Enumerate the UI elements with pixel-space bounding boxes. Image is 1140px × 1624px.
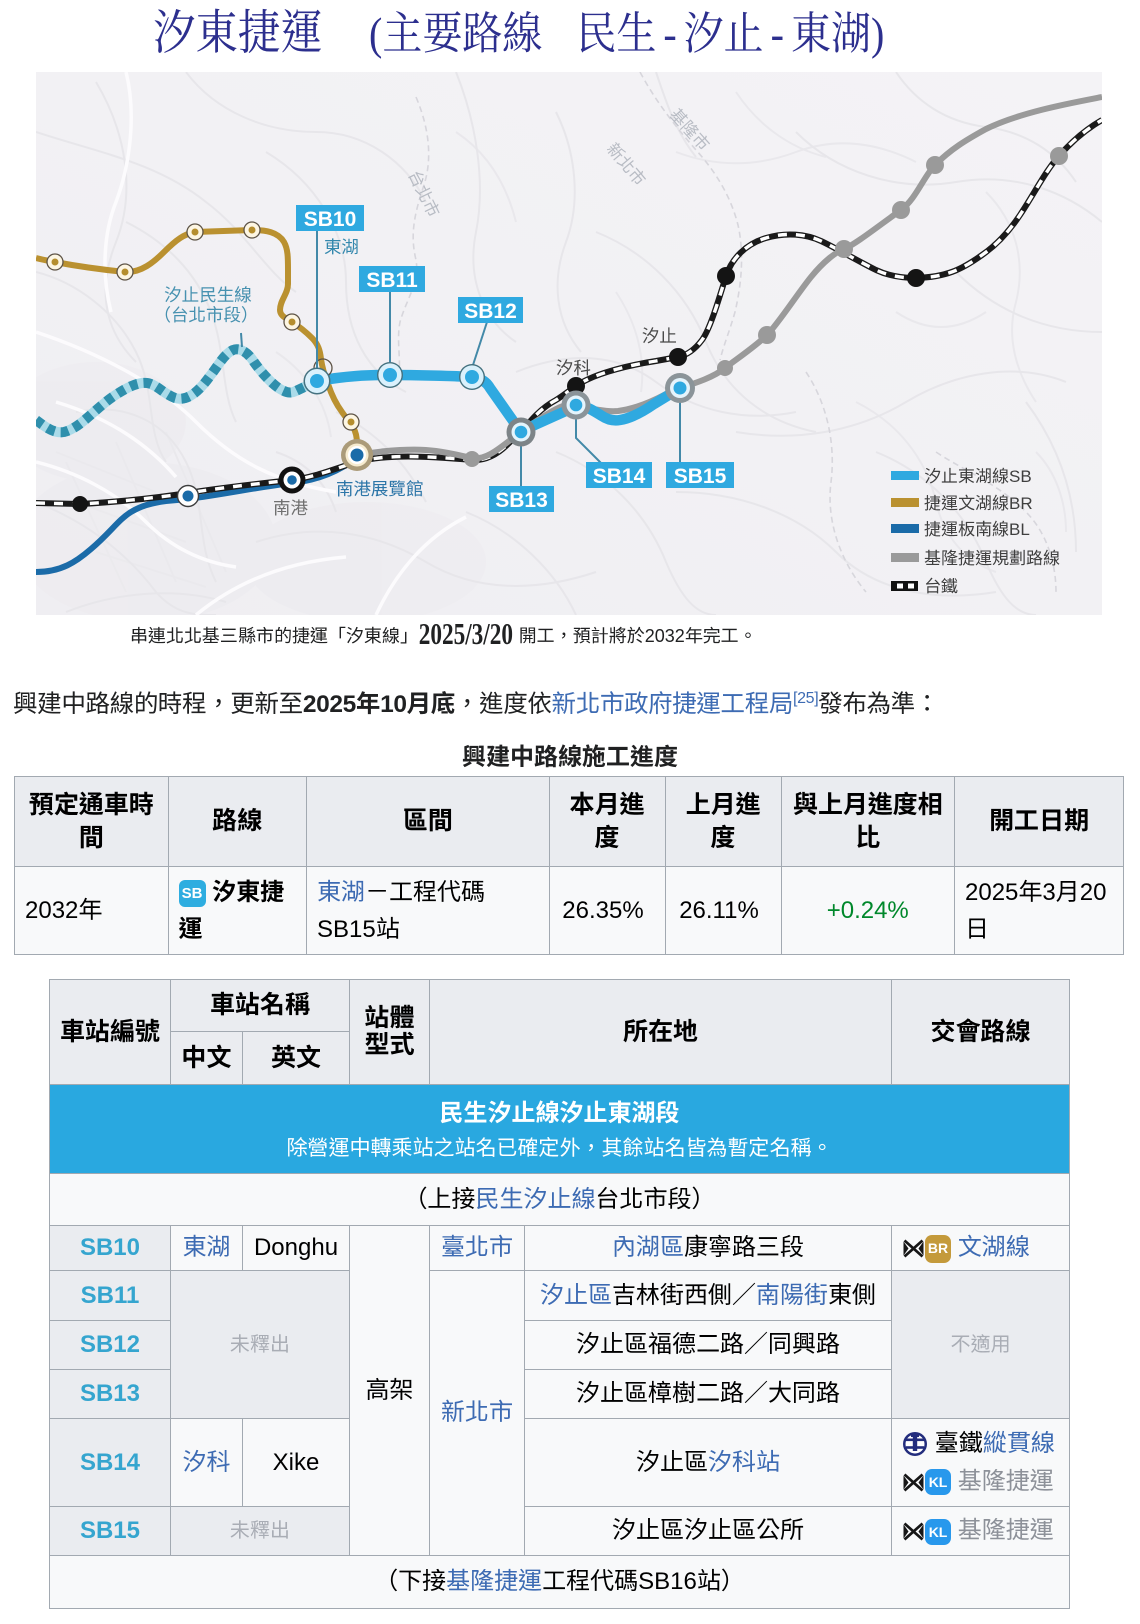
svg-text:南港: 南港 xyxy=(273,498,308,518)
svg-text:SB13: SB13 xyxy=(495,489,548,512)
svg-text:汐止民生線: 汐止民生線 xyxy=(164,285,252,305)
svg-text:汐止東湖線SB: 汐止東湖線SB xyxy=(924,467,1032,486)
svg-text:SB15: SB15 xyxy=(674,465,727,488)
svg-text:SB14: SB14 xyxy=(593,465,646,488)
svg-text:台鐵: 台鐵 xyxy=(924,577,958,596)
svg-text:汐科: 汐科 xyxy=(556,358,591,378)
svg-text:SB12: SB12 xyxy=(464,300,517,323)
svg-text:捷運板南線BL: 捷運板南線BL xyxy=(924,520,1030,539)
svg-text:SB11: SB11 xyxy=(366,269,418,292)
svg-text:（台北市段）: （台北市段） xyxy=(154,305,259,325)
svg-text:南港展覽館: 南港展覽館 xyxy=(336,479,424,499)
svg-text:SB10: SB10 xyxy=(304,208,357,231)
svg-text:捷運文湖線BR: 捷運文湖線BR xyxy=(924,494,1033,513)
svg-text:東湖: 東湖 xyxy=(324,237,359,257)
svg-text:汐止: 汐止 xyxy=(642,326,677,346)
svg-text:基隆捷運規劃路線: 基隆捷運規劃路線 xyxy=(924,549,1060,568)
